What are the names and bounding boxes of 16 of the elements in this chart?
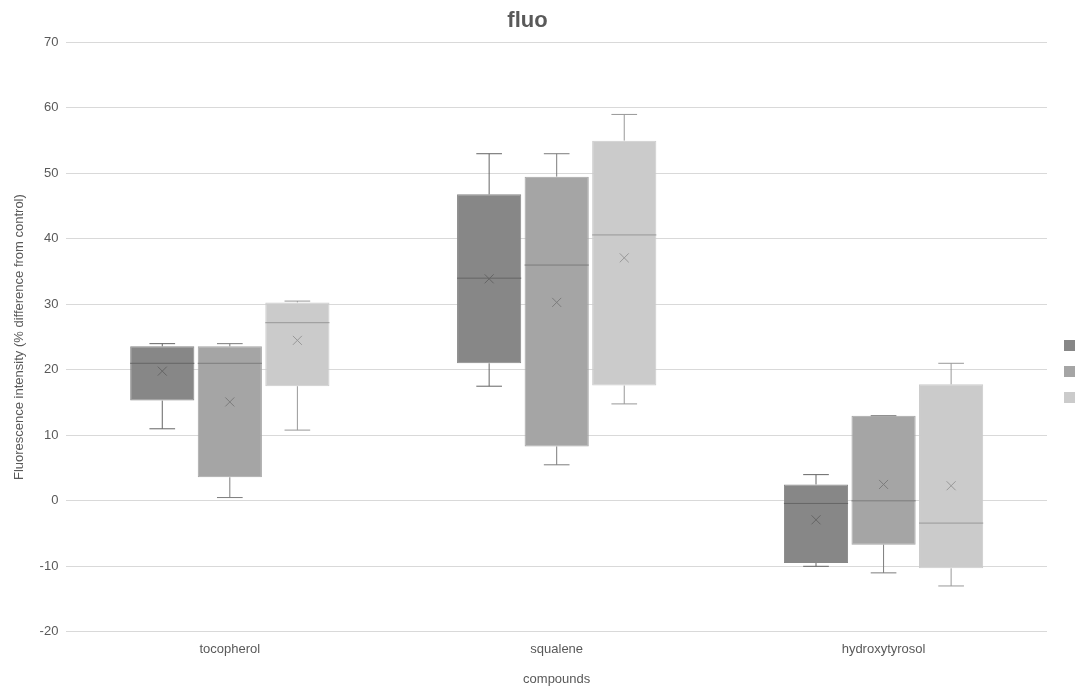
- y-tick-label: 30: [43, 295, 59, 311]
- x-tick-label: tocopherol: [199, 641, 261, 657]
- y-axis-title: Fluorescence intensity (% difference from control): [11, 194, 27, 481]
- chart-title: fluo: [507, 7, 548, 33]
- x-axis-title: compounds: [523, 670, 591, 686]
- y-tick-label: 20: [43, 361, 59, 377]
- x-tick-label: squalene: [530, 641, 584, 657]
- x-tick-label: hydroxytyrosol: [841, 641, 926, 657]
- y-tick-label: 70: [43, 33, 59, 49]
- y-tick-label: 50: [43, 164, 59, 180]
- y-tick-label: 40: [43, 230, 59, 246]
- y-tick-label: -10: [39, 557, 59, 573]
- y-tick-label: 0: [51, 492, 59, 508]
- y-tick-label: 10: [43, 426, 59, 442]
- y-tick-label: 60: [43, 99, 59, 115]
- y-tick-label: -20: [39, 623, 59, 639]
